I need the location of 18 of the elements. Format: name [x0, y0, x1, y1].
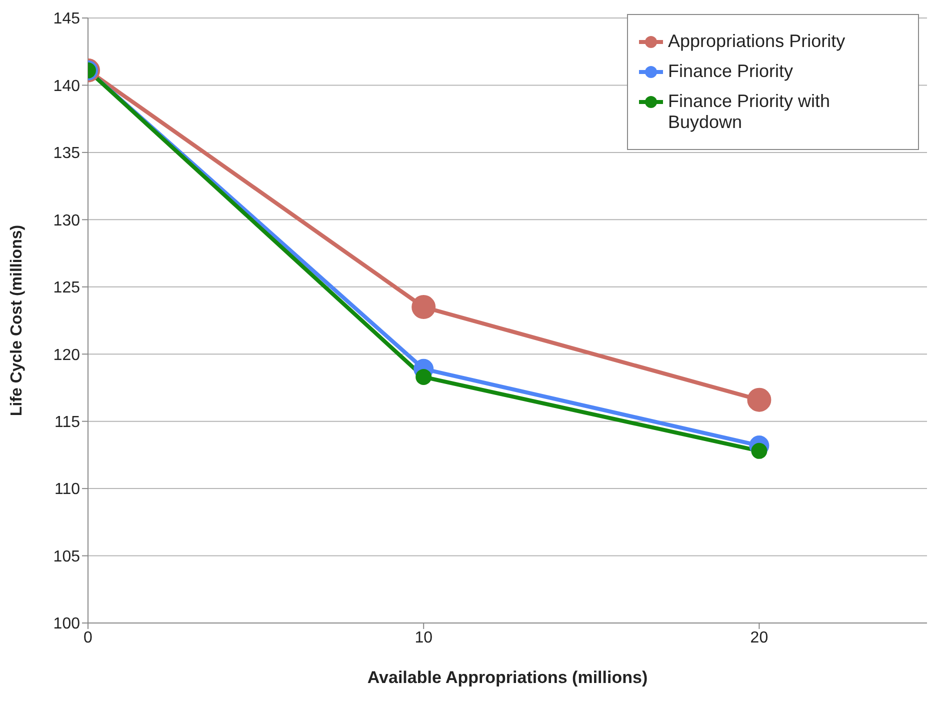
- y-axis-title: Life Cycle Cost (millions): [8, 224, 26, 416]
- legend-label: Appropriations Priority: [668, 31, 846, 52]
- y-tick-label: 120: [53, 346, 80, 364]
- x-tick-label: 20: [750, 629, 768, 646]
- y-tick-label: 145: [53, 10, 80, 28]
- y-tick-label: 115: [54, 414, 80, 432]
- x-axis-title: Available Appropriations (millions): [367, 668, 648, 687]
- y-tick-label: 105: [53, 548, 80, 566]
- x-tick-label: 10: [414, 629, 433, 646]
- y-tick-label: 100: [53, 616, 80, 633]
- y-tick-label: 110: [54, 481, 80, 498]
- y-tick-label: 125: [53, 280, 80, 297]
- legend-label: Finance Priority: [668, 61, 794, 82]
- x-tick-label: 0: [84, 629, 93, 646]
- y-tick-label: 135: [53, 145, 80, 162]
- y-tick-label: 140: [53, 78, 80, 95]
- y-tick-label: 130: [53, 212, 80, 230]
- legend-label: Finance Priority with Buydown: [668, 91, 832, 133]
